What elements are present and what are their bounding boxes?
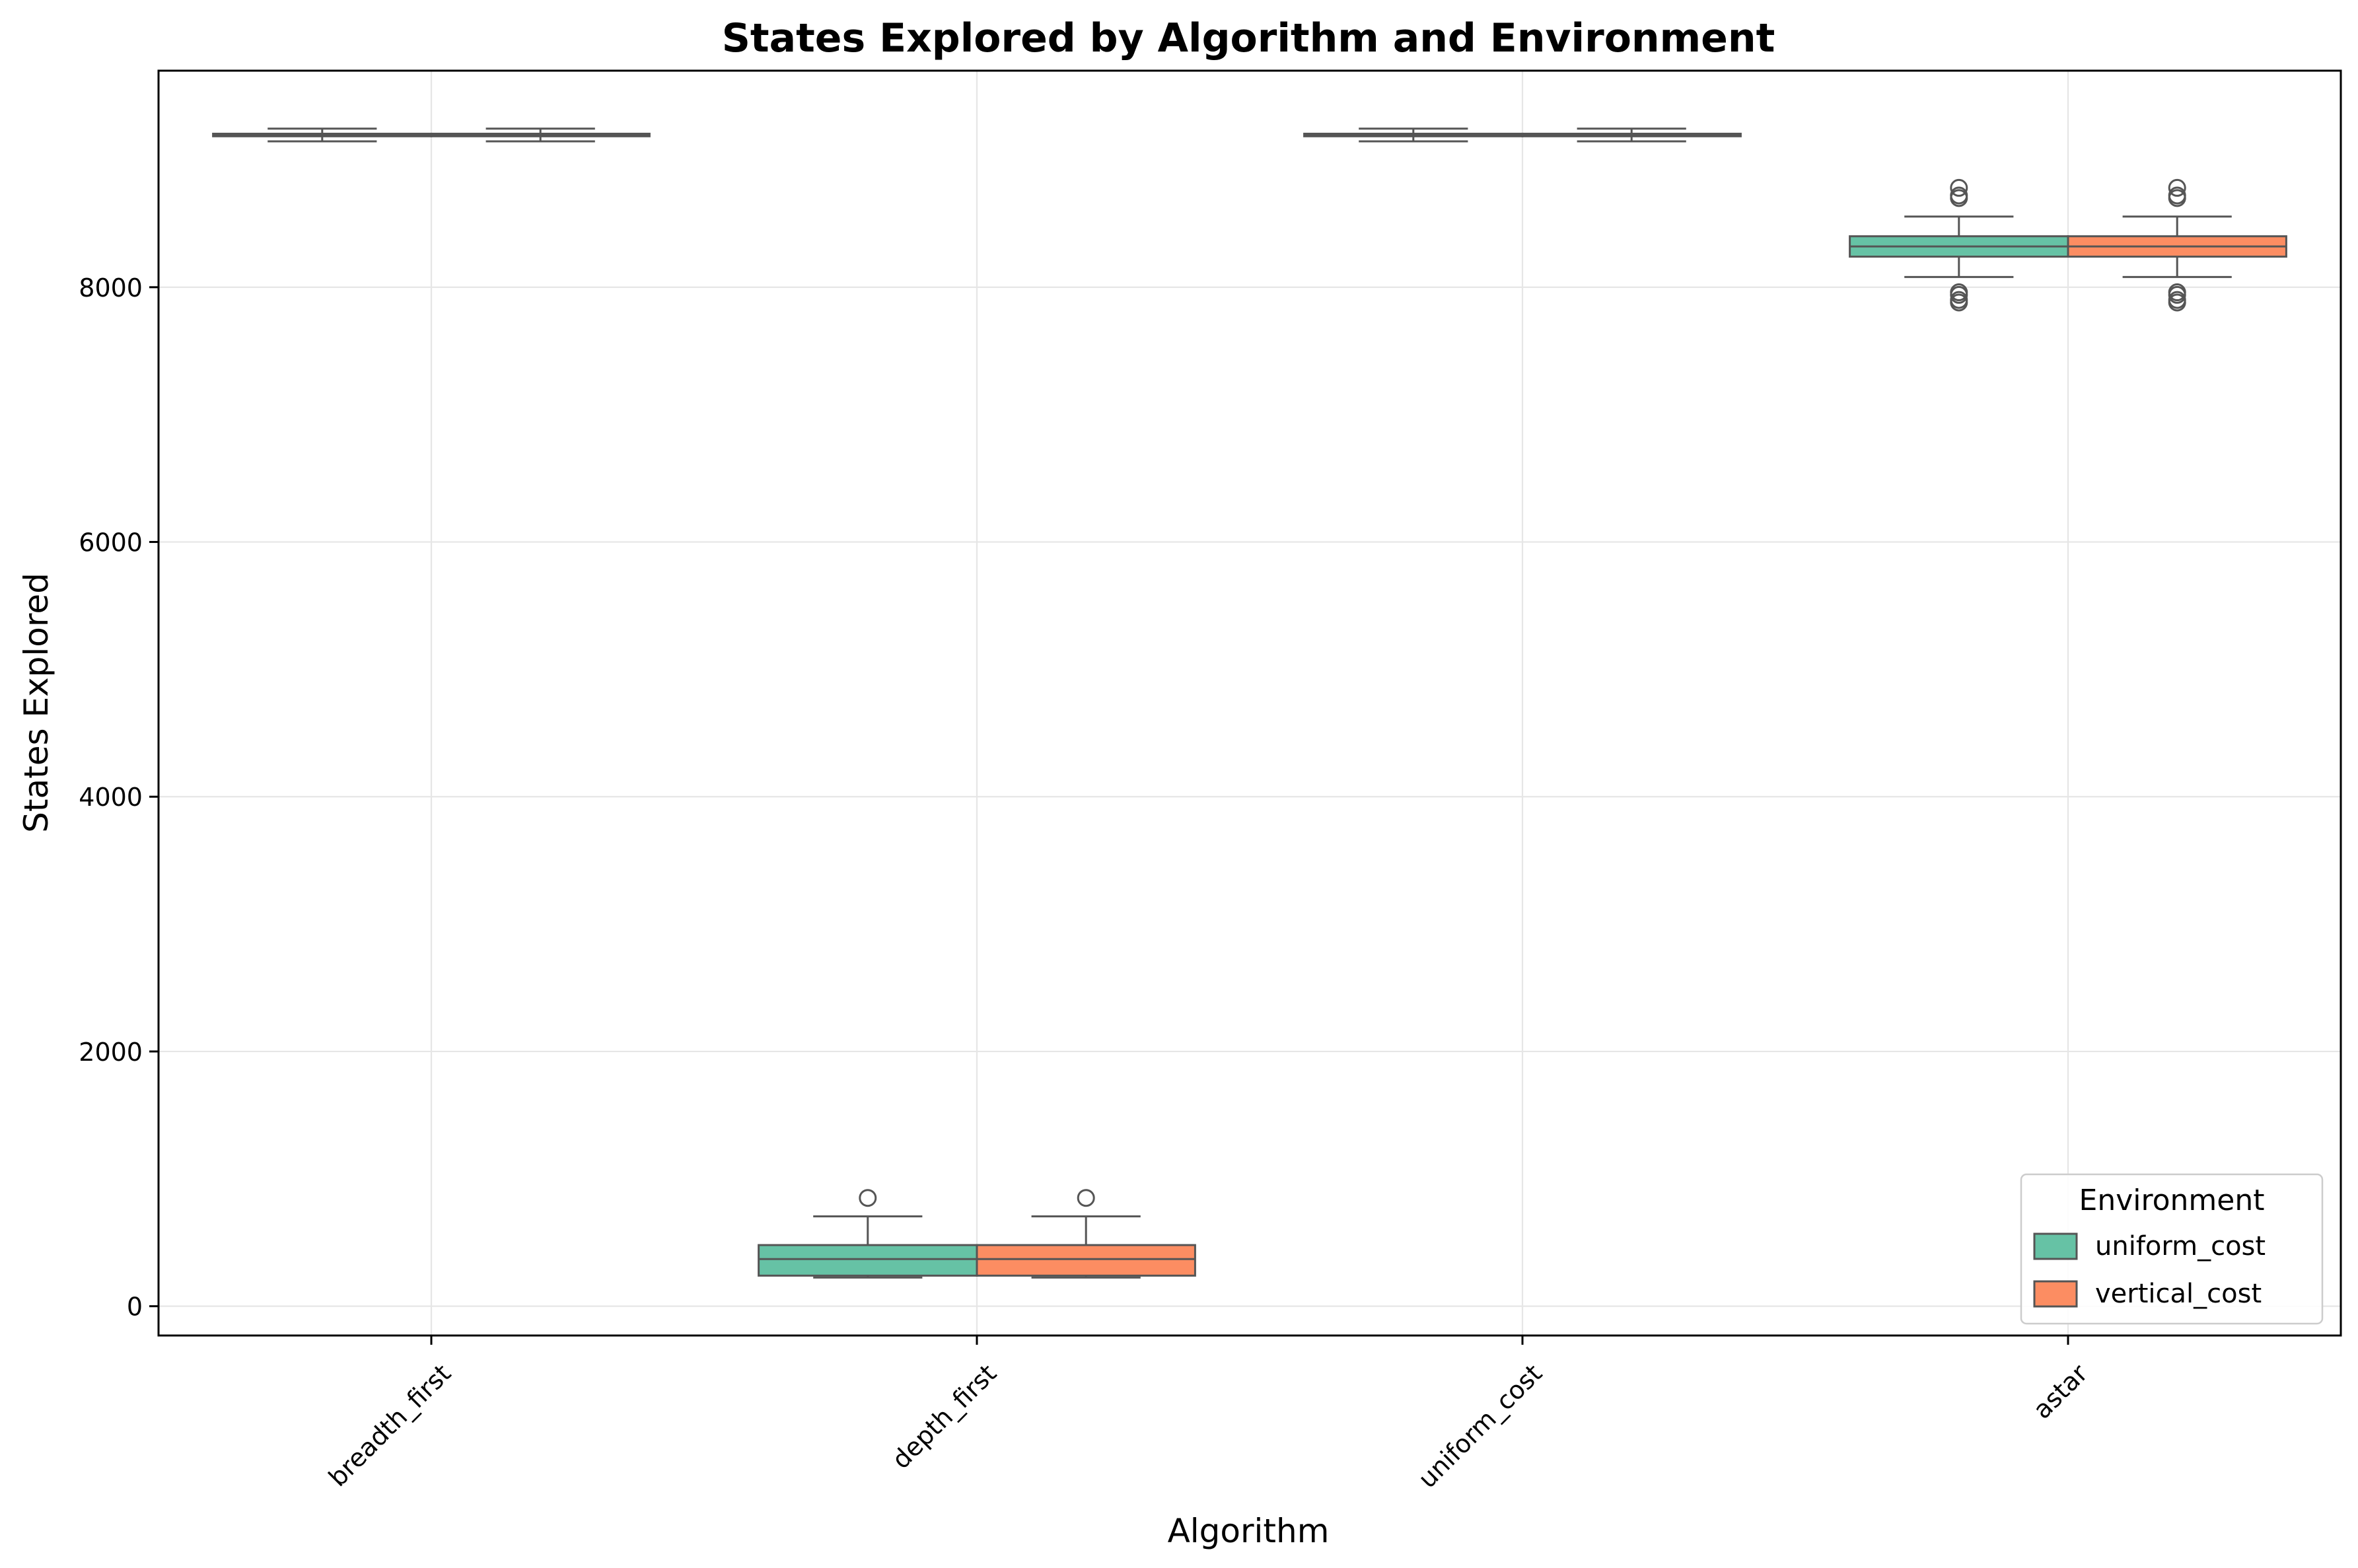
legend-swatch — [2033, 1280, 2078, 1308]
box-group — [2067, 178, 2287, 312]
box-group — [1303, 127, 1524, 143]
y-tick-label: 4000 — [79, 783, 143, 812]
outlier-point — [2168, 283, 2186, 302]
legend-label: uniform_cost — [2095, 1231, 2266, 1262]
box-group — [976, 1189, 1196, 1279]
outlier-point — [1077, 1189, 1095, 1207]
outlier-point — [2168, 178, 2186, 197]
y-tick-label: 6000 — [79, 528, 143, 557]
legend-swatch — [2033, 1232, 2078, 1260]
outlier-point — [1950, 283, 1968, 302]
outlier-point — [1950, 178, 1968, 197]
outlier-point — [2168, 291, 2186, 309]
plot-frame — [157, 69, 2342, 1337]
legend: Environment uniform_cost vertical_cost — [2020, 1173, 2324, 1325]
y-axis-label: States Explored — [17, 573, 55, 833]
grid-layer — [159, 71, 2341, 1336]
iqr-box — [758, 1244, 978, 1277]
boxes-layer — [212, 127, 2287, 1279]
x-axis-label: Algorithm — [1168, 1512, 1330, 1550]
box-group — [430, 127, 651, 143]
outlier-point — [859, 1189, 877, 1207]
outlier-point — [1950, 186, 1968, 205]
y-tick-label: 0 — [127, 1293, 143, 1322]
box-group — [1849, 178, 2069, 312]
iqr-box — [976, 1244, 1196, 1277]
legend-label: vertical_cost — [2095, 1279, 2262, 1309]
legend-items: uniform_cost vertical_cost — [2033, 1231, 2266, 1309]
outlier-point — [1950, 291, 1968, 309]
y-tick-label: 2000 — [79, 1038, 143, 1067]
chart-title: States Explored by Algorithm and Environ… — [722, 15, 1775, 61]
box-group — [758, 1189, 978, 1279]
legend-frame — [2020, 1173, 2324, 1325]
y-tick-label: 8000 — [79, 273, 143, 303]
box-group — [1521, 127, 1742, 143]
outlier-point — [2168, 186, 2186, 205]
legend-title: Environment — [2079, 1184, 2265, 1217]
